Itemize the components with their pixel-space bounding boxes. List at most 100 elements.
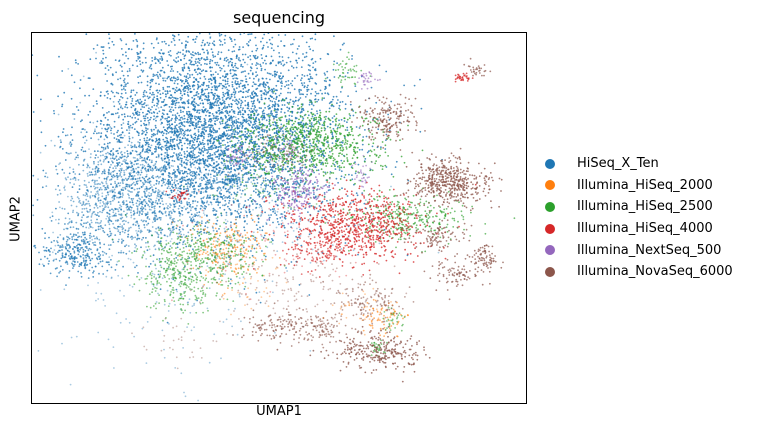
point: [187, 168, 190, 171]
point: [132, 40, 135, 42]
point: [299, 121, 302, 124]
point: [250, 134, 253, 137]
point: [171, 103, 174, 106]
point: [300, 89, 302, 91]
point: [143, 124, 146, 126]
point: [211, 136, 214, 139]
point: [141, 133, 143, 135]
point: [175, 124, 178, 127]
point: [145, 237, 147, 239]
point: [234, 64, 236, 67]
point: [343, 176, 346, 179]
point: [125, 55, 127, 57]
point: [256, 99, 259, 102]
point: [145, 91, 148, 94]
point: [227, 124, 229, 127]
point: [189, 155, 192, 158]
point: [257, 194, 259, 196]
point: [202, 139, 204, 142]
point: [150, 67, 153, 70]
point: [212, 73, 215, 76]
point: [223, 194, 225, 197]
point: [107, 244, 110, 247]
point: [197, 96, 200, 98]
point: [232, 149, 235, 152]
point: [314, 114, 316, 117]
point: [249, 155, 251, 157]
point: [205, 197, 208, 200]
point: [238, 156, 241, 159]
point: [212, 229, 215, 232]
point: [272, 49, 275, 52]
point: [242, 116, 245, 119]
point: [240, 138, 243, 140]
point: [141, 238, 143, 241]
point: [68, 172, 71, 175]
point: [236, 185, 239, 188]
point: [181, 213, 184, 216]
point: [138, 200, 141, 203]
point: [314, 69, 317, 72]
point: [265, 55, 268, 58]
point: [177, 33, 180, 36]
point: [173, 228, 175, 231]
point: [280, 40, 282, 42]
point: [160, 147, 163, 150]
point: [361, 192, 364, 195]
point: [220, 116, 222, 119]
point: [195, 207, 197, 210]
point: [138, 187, 141, 190]
point: [175, 86, 178, 89]
point: [214, 153, 217, 156]
point: [272, 59, 274, 62]
point: [233, 38, 236, 41]
point: [181, 129, 184, 132]
point: [96, 120, 99, 123]
point: [341, 43, 344, 46]
point: [205, 126, 208, 129]
point: [238, 85, 241, 88]
point: [403, 84, 405, 87]
point: [128, 68, 131, 70]
point: [253, 77, 255, 80]
point: [243, 226, 246, 229]
point: [378, 64, 381, 67]
point: [234, 62, 237, 65]
point: [111, 113, 114, 116]
point: [98, 132, 100, 134]
point: [224, 127, 227, 130]
point: [307, 69, 310, 71]
point: [165, 161, 168, 164]
point: [235, 193, 238, 196]
point: [192, 200, 195, 203]
point: [220, 51, 223, 54]
point: [249, 169, 252, 172]
point: [332, 68, 335, 71]
point: [346, 195, 349, 197]
point: [244, 130, 247, 133]
point: [308, 233, 311, 236]
point: [218, 98, 221, 100]
point: [246, 223, 249, 225]
point: [107, 173, 110, 176]
point: [242, 107, 245, 109]
point: [167, 76, 170, 78]
point: [261, 134, 264, 136]
point: [233, 133, 236, 136]
point: [180, 130, 182, 133]
point: [201, 93, 203, 96]
point: [102, 52, 105, 55]
point: [136, 208, 139, 210]
point: [151, 153, 153, 156]
point: [202, 132, 205, 134]
point: [196, 299, 199, 302]
point: [315, 83, 318, 85]
point: [227, 135, 230, 138]
point: [157, 273, 160, 276]
point: [194, 213, 196, 216]
point: [221, 198, 224, 200]
point: [283, 44, 285, 47]
point: [131, 100, 134, 102]
point: [195, 209, 197, 212]
point: [197, 123, 199, 125]
